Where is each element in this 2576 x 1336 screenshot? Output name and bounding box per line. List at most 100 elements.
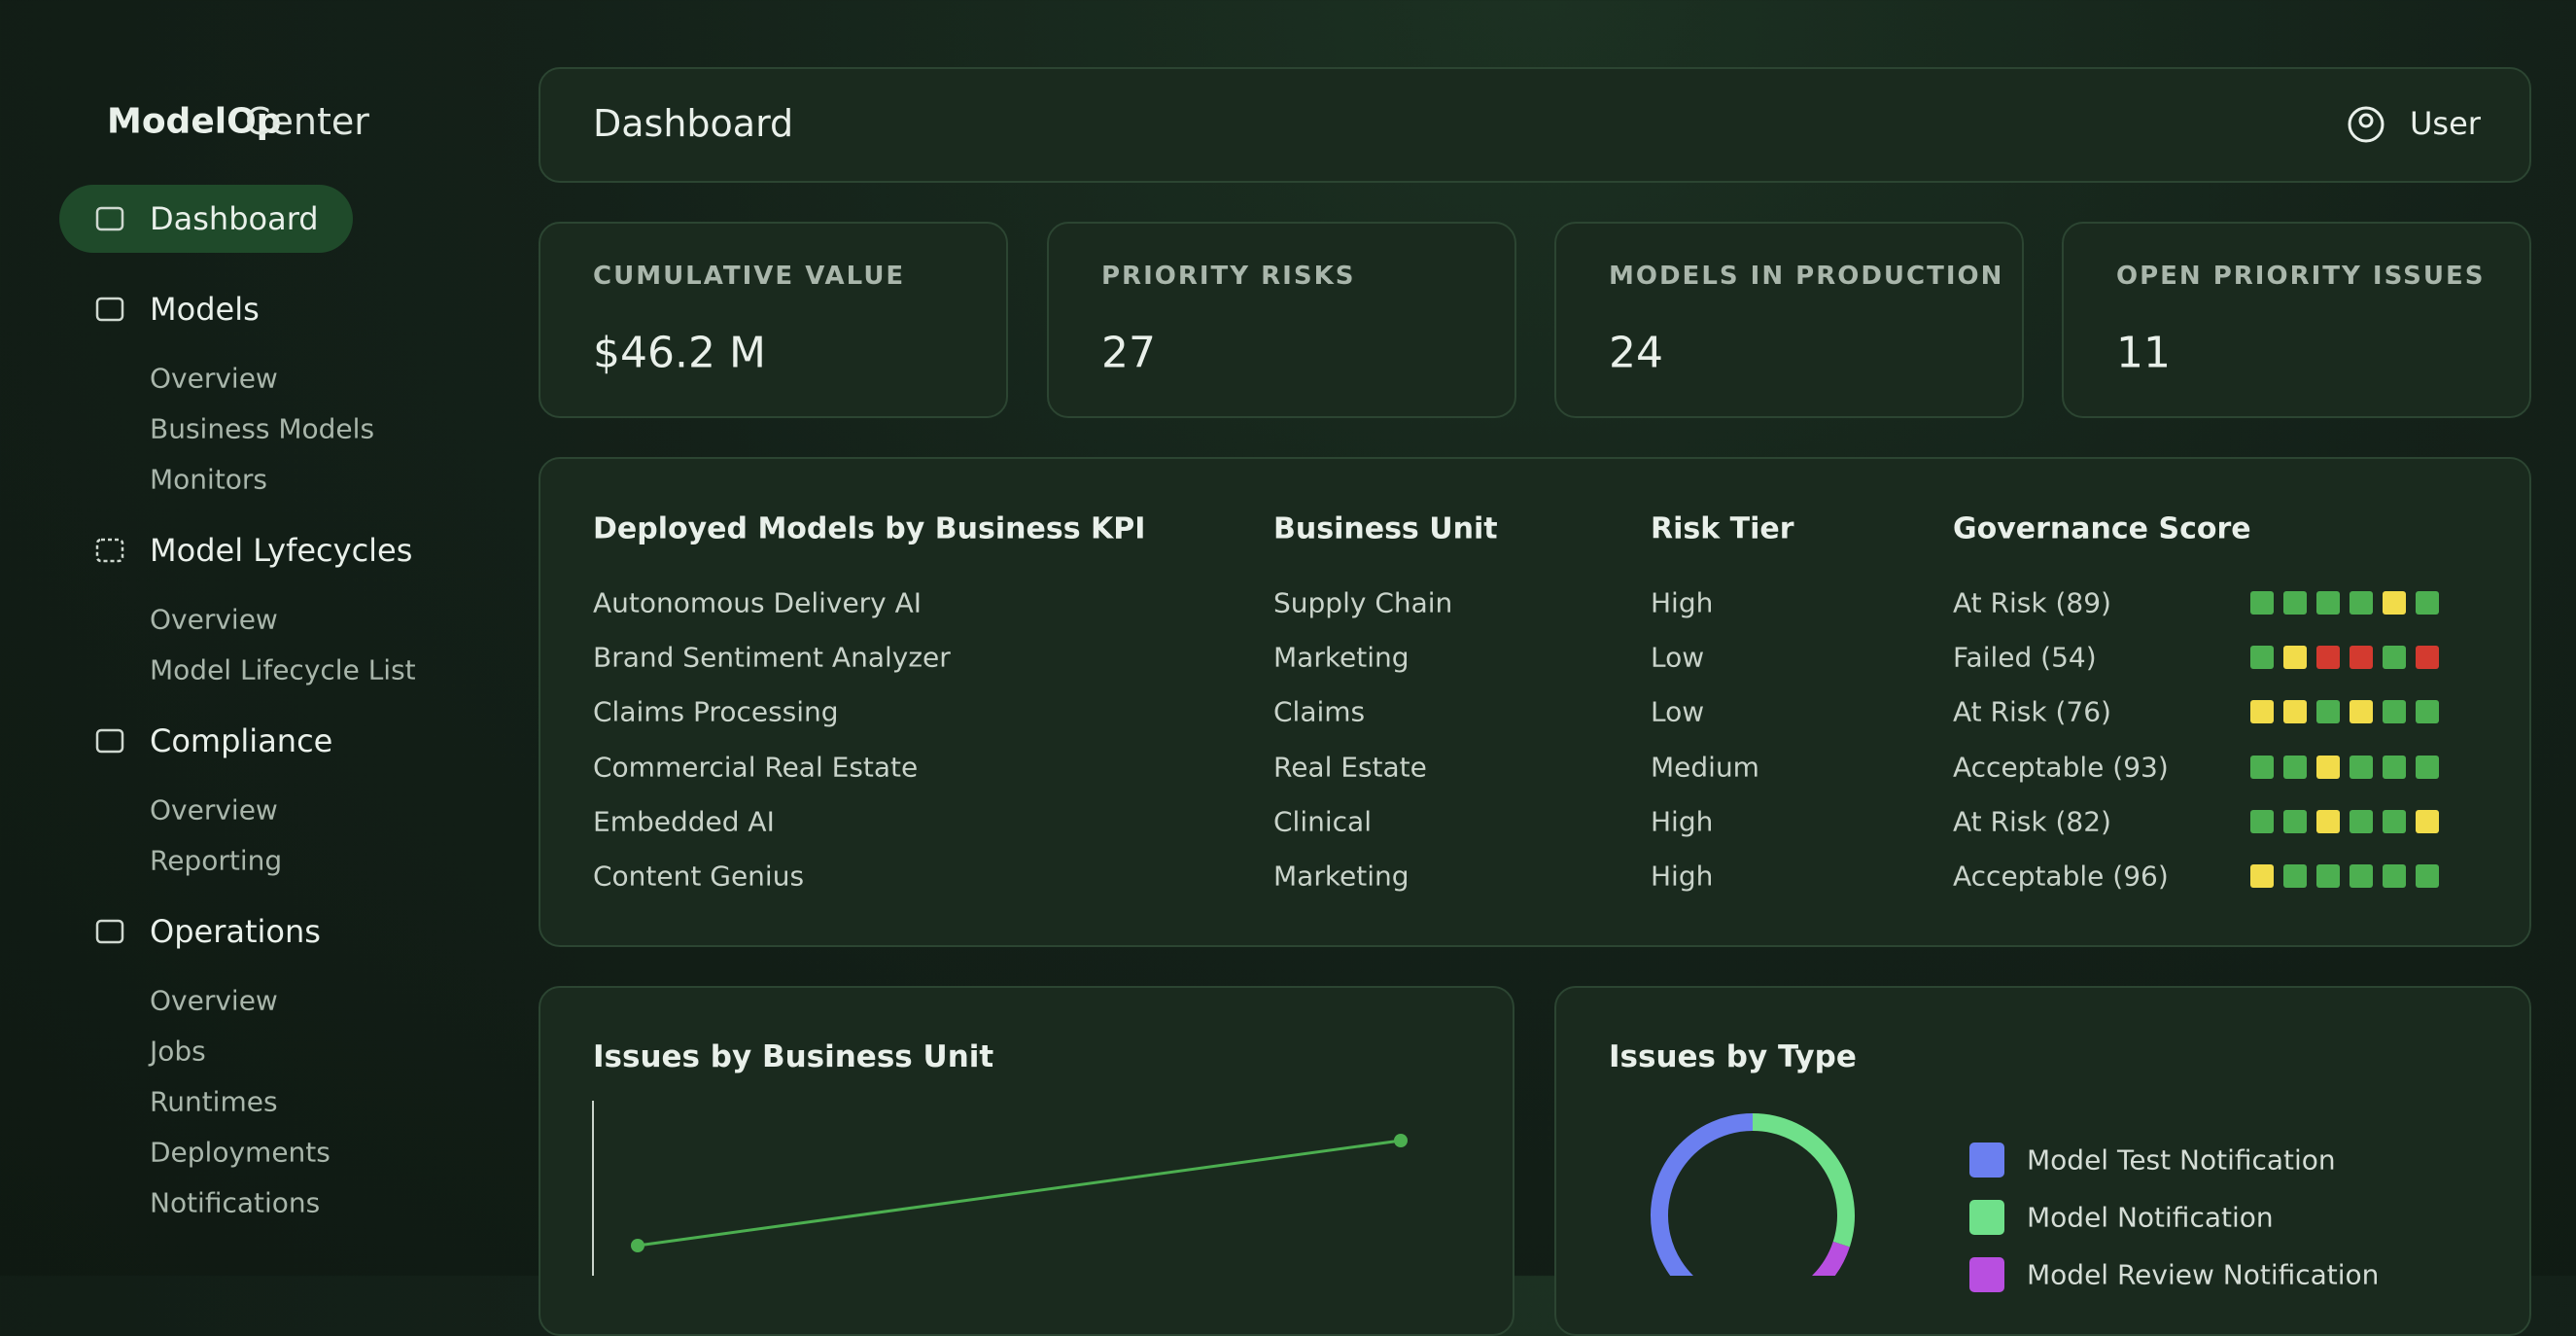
nav-icon xyxy=(95,728,124,754)
table-cell: Autonomous Delivery AI xyxy=(593,586,922,619)
score-square xyxy=(2350,864,2373,888)
nav-subitem[interactable]: Deployments xyxy=(150,1136,331,1169)
line-chart xyxy=(592,1101,1408,1276)
score-square xyxy=(2283,864,2307,888)
nav-subitem[interactable]: Notifications xyxy=(150,1186,321,1219)
stat-value: $46.2 M xyxy=(593,328,766,378)
score-square xyxy=(2250,809,2274,833)
nav-item[interactable]: Models xyxy=(150,291,260,328)
score-square xyxy=(2416,864,2439,888)
nav-subitem[interactable]: Monitors xyxy=(150,463,268,496)
stat-value: 11 xyxy=(2116,328,2171,378)
legend-swatch xyxy=(1969,1143,2004,1178)
donut-segment xyxy=(1752,1113,1855,1248)
nav-item[interactable]: Compliance xyxy=(150,722,333,759)
table-cell: Brand Sentiment Analyzer xyxy=(593,641,951,674)
point xyxy=(1394,1134,1408,1147)
score-square xyxy=(2250,755,2274,779)
table-cell: Failed (54) xyxy=(1953,641,2097,674)
score-square xyxy=(2350,646,2373,670)
stat-card xyxy=(539,222,1008,418)
nav-icon xyxy=(95,297,124,322)
nav-icon xyxy=(95,919,124,944)
score-square xyxy=(2383,864,2406,888)
table-cell: Acceptable (93) xyxy=(1953,751,2169,784)
nav-subitem[interactable]: Jobs xyxy=(150,1035,206,1068)
stat-card xyxy=(2062,222,2531,418)
brand-product: Center xyxy=(245,100,369,143)
table-cell: Marketing xyxy=(1273,641,1410,674)
user-menu[interactable]: User xyxy=(2410,105,2481,142)
score-square xyxy=(2283,591,2307,615)
nav-subitem[interactable]: Business Models xyxy=(150,412,375,445)
header-bar xyxy=(539,67,2531,183)
table-cell: At Risk (82) xyxy=(1953,805,2111,838)
score-square xyxy=(2350,809,2373,833)
brand-name: ModelOp xyxy=(107,101,282,142)
table-cell: Content Genius xyxy=(593,860,805,893)
score-square xyxy=(2316,864,2340,888)
stat-card xyxy=(1047,222,1516,418)
header-title: Dashboard xyxy=(593,102,794,145)
icon-shape xyxy=(95,297,124,322)
score-square xyxy=(2316,591,2340,615)
score-square xyxy=(2316,646,2340,670)
nav-item[interactable]: Dashboard xyxy=(150,200,319,237)
stat-card xyxy=(1554,222,2024,418)
score-square xyxy=(2416,646,2439,670)
icon-shape xyxy=(95,728,124,754)
icon-shape xyxy=(95,538,124,563)
icon-shape xyxy=(2348,106,2385,143)
score-square xyxy=(2316,700,2340,724)
table-cell: Clinical xyxy=(1273,805,1372,838)
donut-chart xyxy=(1651,1113,1855,1276)
score-square xyxy=(2416,809,2439,833)
nav-active-pill xyxy=(59,185,353,253)
chart-title: Issues by Type xyxy=(1609,1039,1857,1074)
user-icon xyxy=(2348,106,2385,143)
stat-label: OPEN PRIORITY ISSUES xyxy=(2116,262,2486,291)
table-cell: Low xyxy=(1651,641,1705,674)
nav-subitem[interactable]: Overview xyxy=(150,362,278,395)
icon-shape xyxy=(95,206,124,231)
nav-item[interactable]: Model Lyfecycles xyxy=(150,532,413,569)
nav-icon xyxy=(95,206,124,231)
score-square xyxy=(2283,700,2307,724)
trend-line xyxy=(637,1139,1402,1248)
nav-subitem[interactable]: Runtimes xyxy=(150,1085,278,1118)
stat-value: 27 xyxy=(1101,328,1156,378)
legend-swatch xyxy=(1969,1200,2004,1235)
legend-label: Model Review Notification xyxy=(2027,1258,2380,1291)
table-cell: High xyxy=(1651,860,1714,893)
nav-subitem[interactable]: Reporting xyxy=(150,844,283,877)
score-square xyxy=(2383,809,2406,833)
nav-subitem[interactable]: Overview xyxy=(150,603,278,636)
nav-subitem[interactable]: Overview xyxy=(150,984,278,1017)
table-cell: Embedded AI xyxy=(593,805,775,838)
score-square xyxy=(2383,646,2406,670)
table-cell: At Risk (76) xyxy=(1953,695,2111,728)
score-square xyxy=(2416,755,2439,779)
table-header: Business Unit xyxy=(1273,511,1498,546)
icon-shape xyxy=(2358,113,2374,128)
table-cell: Marketing xyxy=(1273,860,1410,893)
table-card xyxy=(539,457,2531,947)
table-cell: Supply Chain xyxy=(1273,586,1453,619)
score-square xyxy=(2316,755,2340,779)
nav-subitem[interactable]: Model Lifecycle List xyxy=(150,653,416,686)
score-square xyxy=(2283,809,2307,833)
score-square xyxy=(2383,755,2406,779)
nav-item[interactable]: Operations xyxy=(150,913,321,950)
table-cell: At Risk (89) xyxy=(1953,586,2111,619)
score-square xyxy=(2283,646,2307,670)
point xyxy=(631,1239,644,1252)
score-square xyxy=(2316,809,2340,833)
stat-value: 24 xyxy=(1609,328,1663,378)
table-cell: Claims xyxy=(1273,695,1366,728)
nav-subitem[interactable]: Overview xyxy=(150,793,278,826)
score-square xyxy=(2250,864,2274,888)
score-square xyxy=(2416,591,2439,615)
table-cell: Real Estate xyxy=(1273,751,1427,784)
table-header: Governance Score xyxy=(1953,511,2251,546)
table-header: Risk Tier xyxy=(1651,511,1794,546)
